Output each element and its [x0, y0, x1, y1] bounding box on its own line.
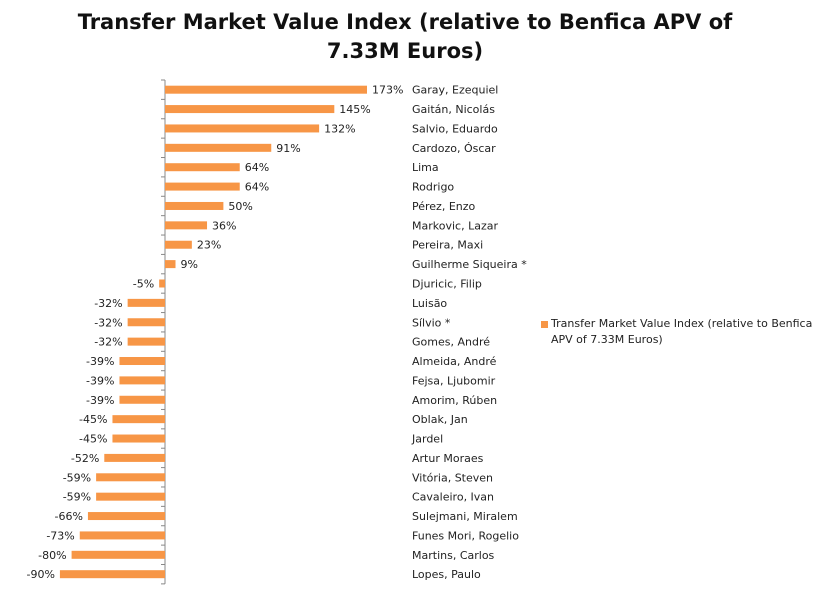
data-label: -32% — [94, 297, 122, 310]
category-label: Rodrigo — [412, 181, 454, 194]
bar — [165, 182, 240, 191]
data-label: -66% — [55, 510, 83, 523]
category-label: Jardel — [411, 433, 443, 446]
bar — [71, 550, 165, 559]
legend-label: Transfer Market Value Index (relative to… — [551, 317, 813, 346]
data-label: -45% — [79, 433, 107, 446]
bar — [165, 124, 320, 133]
bar — [165, 163, 240, 172]
category-label: Almeida, André — [412, 355, 497, 368]
data-label: -90% — [26, 568, 54, 581]
bar — [119, 395, 165, 404]
category-label: Djuricic, Filip — [412, 277, 482, 290]
category-label: Markovic, Lazar — [412, 219, 498, 232]
bar — [165, 201, 224, 210]
category-label: Gomes, André — [412, 336, 490, 349]
category-label: Lima — [412, 161, 439, 174]
data-label: -39% — [86, 374, 114, 387]
category-label: Funes Mori, Rogelio — [412, 529, 519, 542]
bar — [96, 473, 165, 482]
category-label: Cardozo, Óscar — [412, 142, 496, 155]
category-label: Pérez, Enzo — [412, 200, 476, 213]
legend: Transfer Market Value Index (relative to… — [541, 316, 813, 348]
category-label: Gaitán, Nicolás — [412, 103, 495, 116]
data-label: -73% — [46, 529, 74, 542]
data-label: 36% — [212, 219, 236, 232]
data-label: -59% — [63, 491, 91, 504]
category-label: Oblak, Jan — [412, 413, 468, 426]
data-label: 132% — [324, 122, 355, 135]
category-label: Fejsa, Ljubomir — [412, 374, 496, 387]
data-label: -39% — [86, 394, 114, 407]
data-label: 145% — [339, 103, 370, 116]
data-label: -39% — [86, 355, 114, 368]
data-label: -32% — [94, 336, 122, 349]
data-label: 9% — [181, 258, 198, 271]
data-label: -32% — [94, 316, 122, 329]
bar — [112, 434, 165, 443]
category-label: Artur Moraes — [412, 452, 484, 465]
category-label: Luisão — [412, 297, 447, 310]
data-label: 173% — [372, 84, 403, 97]
category-label: Garay, Ezequiel — [412, 84, 498, 97]
category-label: Pereira, Maxi — [412, 239, 483, 252]
data-label: 64% — [245, 181, 269, 194]
category-label: Sílvio * — [412, 316, 451, 329]
category-label: Cavaleiro, Ivan — [412, 491, 494, 504]
bar — [59, 570, 165, 579]
bar — [127, 318, 165, 327]
bar — [96, 492, 165, 501]
category-label: Amorim, Rúben — [412, 394, 497, 407]
bar — [165, 105, 335, 114]
data-label: 23% — [197, 239, 221, 252]
data-label: -45% — [79, 413, 107, 426]
bar — [159, 279, 165, 288]
category-label: Guilherme Siqueira * — [412, 258, 527, 271]
category-label: Vitória, Steven — [412, 471, 493, 484]
bar — [112, 415, 165, 424]
bar — [165, 221, 208, 230]
bar — [127, 337, 165, 346]
data-label: 50% — [228, 200, 252, 213]
bar — [165, 260, 176, 269]
category-label: Salvio, Eduardo — [412, 122, 498, 135]
bar — [119, 357, 165, 366]
bar — [127, 298, 165, 307]
data-label: -5% — [133, 277, 154, 290]
data-label: -59% — [63, 471, 91, 484]
bar — [165, 240, 192, 249]
category-label: Sulejmani, Miralem — [412, 510, 518, 523]
legend-swatch — [541, 321, 548, 328]
data-label: 64% — [245, 161, 269, 174]
data-label: 91% — [276, 142, 300, 155]
bar — [165, 85, 367, 94]
bar — [165, 143, 272, 152]
category-label: Martins, Carlos — [412, 549, 495, 562]
category-label: Lopes, Paulo — [412, 568, 481, 581]
chart-title: Transfer Market Value Index (relative to… — [77, 10, 733, 63]
data-label: -80% — [38, 549, 66, 562]
bar — [119, 376, 165, 385]
bar — [79, 531, 165, 540]
bar — [87, 512, 165, 521]
bar — [104, 453, 165, 462]
data-label: -52% — [71, 452, 99, 465]
